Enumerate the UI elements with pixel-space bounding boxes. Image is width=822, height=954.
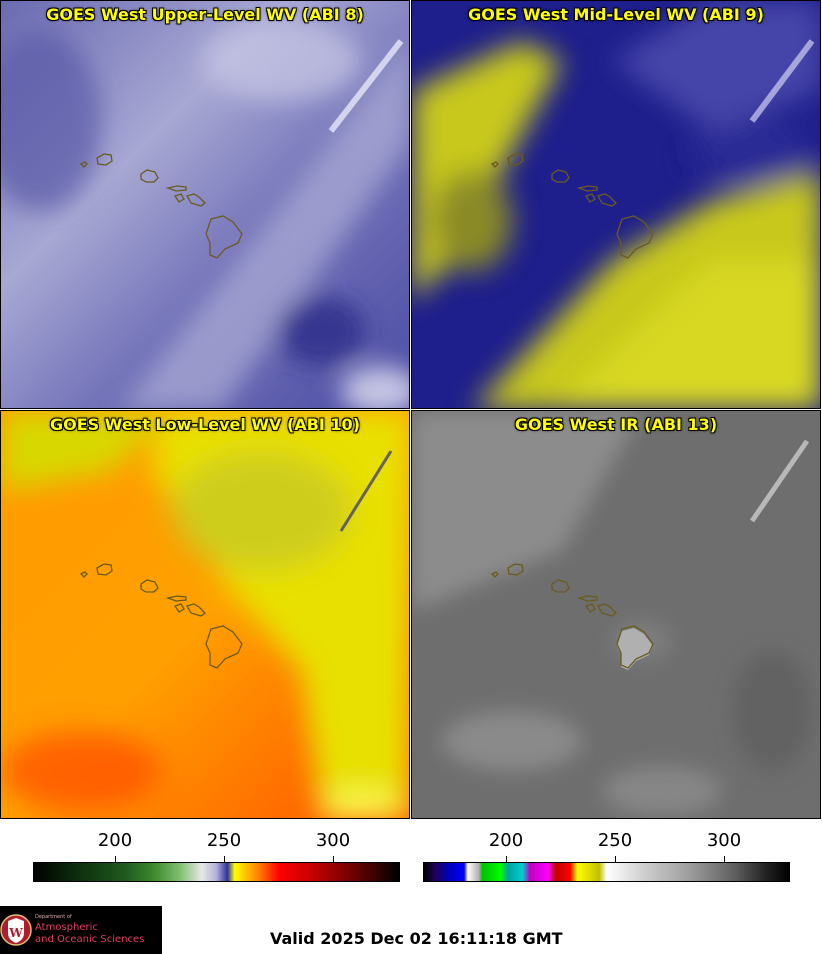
mid-level-wv-image (412, 1, 820, 408)
tick-label: 250 (597, 830, 633, 851)
aos-logo: W Department of Atmospheric and Oceanic … (0, 906, 162, 954)
tick-mark (724, 856, 725, 862)
tick-label: 300 (706, 830, 742, 851)
logo-name-line2: and Oceanic Sciences (35, 934, 145, 945)
tick-mark (224, 856, 225, 862)
panel-title: GOES West Low-Level WV (ABI 10) (49, 415, 360, 434)
tick-mark (615, 856, 616, 862)
upper-level-wv-image (1, 1, 409, 408)
uw-shield-icon: W (0, 914, 32, 946)
tick-label: 200 (488, 830, 524, 851)
tick-mark (506, 856, 507, 862)
tick-label: 250 (206, 830, 242, 851)
panel-title: GOES West IR (ABI 13) (514, 415, 718, 434)
panel-title: GOES West Mid-Level WV (ABI 9) (468, 5, 764, 24)
colorbar-right-ticks: 200 250 300 (423, 828, 790, 862)
low-level-wv-image (1, 411, 409, 818)
panel-ir: GOES West IR (ABI 13) (411, 410, 821, 819)
colorbar-left-ticks: 200 250 300 (33, 828, 400, 862)
colorbar-ir (423, 862, 790, 882)
tick-label: 300 (315, 830, 351, 851)
panel-title: GOES West Upper-Level WV (ABI 8) (46, 5, 364, 24)
logo-name-line1: Atmospheric (35, 922, 98, 933)
panel-low-level-wv: GOES West Low-Level WV (ABI 10) (0, 410, 410, 819)
panel-upper-level-wv: GOES West Upper-Level WV (ABI 8) (0, 0, 410, 409)
panel-mid-level-wv: GOES West Mid-Level WV (ABI 9) (411, 0, 821, 409)
tick-label: 200 (97, 830, 133, 851)
ir-image (412, 411, 820, 818)
shield-letter: W (8, 926, 23, 940)
tick-mark (115, 856, 116, 862)
logo-dept-of: Department of (35, 914, 72, 920)
tick-mark (333, 856, 334, 862)
colorbar-wv (33, 862, 400, 882)
valid-time: Valid 2025 Dec 02 16:11:18 GMT (270, 929, 563, 948)
